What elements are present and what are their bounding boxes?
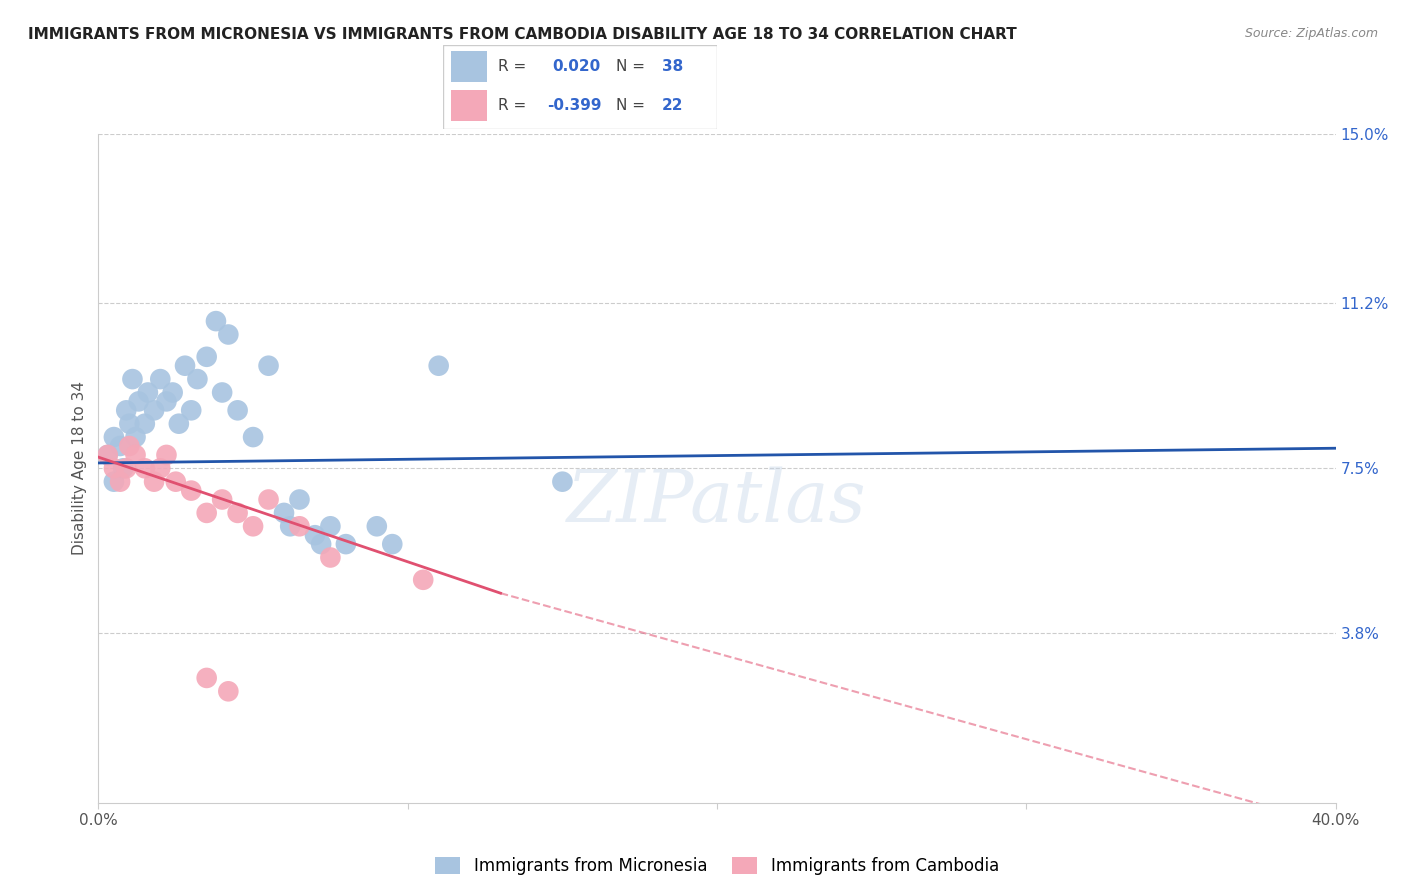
Text: N =: N = bbox=[616, 98, 644, 113]
Point bbox=[97, 448, 120, 462]
Point bbox=[143, 403, 166, 417]
Point bbox=[257, 492, 280, 507]
Point bbox=[118, 417, 141, 431]
Point bbox=[124, 430, 146, 444]
Legend: Immigrants from Micronesia, Immigrants from Cambodia: Immigrants from Micronesia, Immigrants f… bbox=[429, 850, 1005, 881]
FancyBboxPatch shape bbox=[443, 45, 717, 129]
Point bbox=[242, 430, 264, 444]
Point bbox=[108, 475, 131, 489]
Point bbox=[149, 372, 172, 386]
Point bbox=[112, 461, 135, 475]
Point bbox=[242, 519, 264, 533]
Point bbox=[134, 461, 156, 475]
Point bbox=[217, 327, 239, 342]
Point bbox=[273, 506, 295, 520]
Point bbox=[304, 528, 326, 542]
Text: R =: R = bbox=[498, 59, 526, 74]
FancyBboxPatch shape bbox=[451, 90, 486, 120]
Point bbox=[278, 519, 301, 533]
FancyBboxPatch shape bbox=[451, 52, 486, 82]
Y-axis label: Disability Age 18 to 34: Disability Age 18 to 34 bbox=[72, 381, 87, 556]
Point bbox=[121, 372, 143, 386]
Point bbox=[108, 439, 131, 453]
Point bbox=[257, 359, 280, 373]
Point bbox=[205, 314, 228, 328]
Point bbox=[162, 385, 184, 400]
Point bbox=[195, 350, 218, 364]
Point bbox=[217, 684, 239, 698]
Text: 38: 38 bbox=[662, 59, 683, 74]
Point bbox=[288, 492, 311, 507]
Point bbox=[174, 359, 197, 373]
Point bbox=[115, 461, 138, 475]
Point bbox=[165, 475, 187, 489]
Text: N =: N = bbox=[616, 59, 644, 74]
Point bbox=[195, 671, 218, 685]
Point bbox=[211, 492, 233, 507]
Point bbox=[149, 461, 172, 475]
Point bbox=[115, 403, 138, 417]
Point bbox=[551, 475, 574, 489]
Point bbox=[427, 359, 450, 373]
Point bbox=[335, 537, 357, 551]
Point bbox=[155, 394, 177, 409]
Point bbox=[211, 385, 233, 400]
Text: Source: ZipAtlas.com: Source: ZipAtlas.com bbox=[1244, 27, 1378, 40]
Text: R =: R = bbox=[498, 98, 526, 113]
Point bbox=[155, 448, 177, 462]
Point bbox=[103, 461, 125, 475]
Point bbox=[97, 448, 120, 462]
Text: -0.399: -0.399 bbox=[547, 98, 602, 113]
Text: 22: 22 bbox=[662, 98, 683, 113]
Text: ZIPatlas: ZIPatlas bbox=[567, 467, 868, 537]
Point bbox=[226, 403, 249, 417]
Point bbox=[103, 430, 125, 444]
Text: 0.020: 0.020 bbox=[553, 59, 600, 74]
Point bbox=[180, 403, 202, 417]
Point bbox=[309, 537, 332, 551]
Point bbox=[319, 519, 342, 533]
Point bbox=[319, 550, 342, 565]
Point bbox=[180, 483, 202, 498]
Point bbox=[288, 519, 311, 533]
Text: IMMIGRANTS FROM MICRONESIA VS IMMIGRANTS FROM CAMBODIA DISABILITY AGE 18 TO 34 C: IMMIGRANTS FROM MICRONESIA VS IMMIGRANTS… bbox=[28, 27, 1017, 42]
Point bbox=[103, 475, 125, 489]
Point bbox=[226, 506, 249, 520]
Point bbox=[366, 519, 388, 533]
Point bbox=[124, 448, 146, 462]
Point bbox=[381, 537, 404, 551]
Point bbox=[167, 417, 190, 431]
Point bbox=[186, 372, 208, 386]
Point bbox=[128, 394, 150, 409]
Point bbox=[143, 475, 166, 489]
Point bbox=[136, 385, 159, 400]
Point bbox=[118, 439, 141, 453]
Point bbox=[412, 573, 434, 587]
Point bbox=[195, 506, 218, 520]
Point bbox=[134, 417, 156, 431]
